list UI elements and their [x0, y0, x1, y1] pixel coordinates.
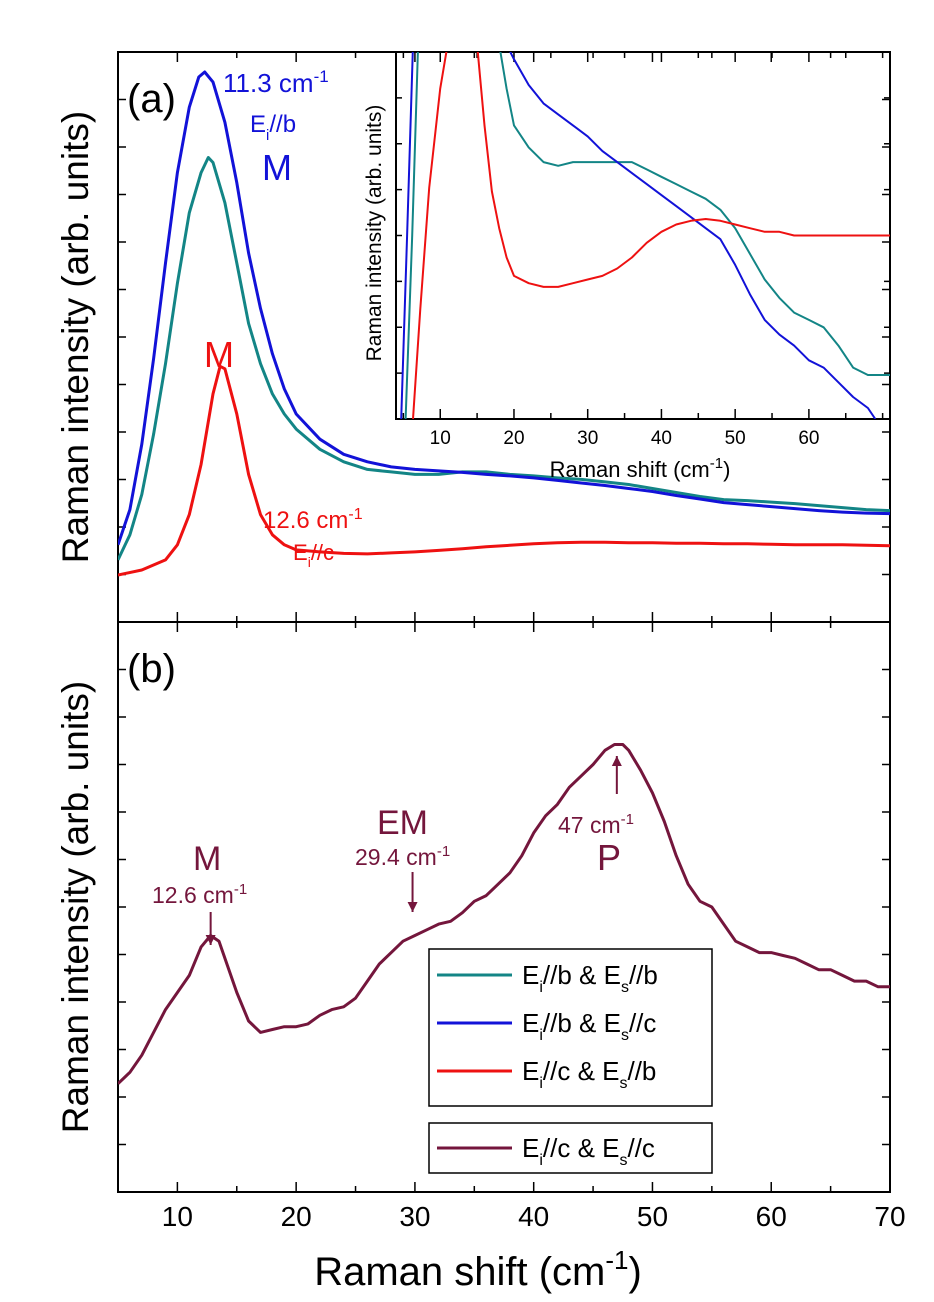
legend-label-blue: Ei//b & Es//c — [522, 1008, 656, 1044]
inset-series-teal — [404, 52, 890, 419]
legend-label-teal: Ei//b & Es//b — [522, 960, 658, 996]
annotation-blue-freq: 11.3 cm-1 — [223, 67, 329, 98]
panel-a-label: (a) — [127, 77, 176, 121]
inset-xtick-label: 50 — [725, 428, 746, 449]
annotation-red-freq: 12.6 cm-1 — [263, 506, 363, 534]
panel-b-xtick-label: 30 — [399, 1201, 430, 1232]
inset-series-red — [412, 52, 890, 419]
inset-ylabel: Raman intensity (arb. units) — [363, 105, 386, 362]
xlabel: Raman shift (cm-1) — [314, 1245, 642, 1294]
arrow-m-head — [205, 935, 216, 945]
annotation-m-freq: 12.6 cm-1 — [152, 881, 247, 908]
annotation-p-freq: 47 cm-1 — [558, 811, 634, 838]
panel-b-xtick-label: 20 — [281, 1201, 312, 1232]
annotation-arrows — [205, 756, 622, 945]
panel-a-series-teal — [118, 156, 890, 561]
annotation-m-mode: M — [193, 840, 221, 878]
inset-xtick-label: 40 — [651, 428, 672, 449]
inset-series — [400, 52, 890, 419]
annotation-red-mode: M — [204, 334, 234, 375]
ylabel-top: Raman intensity (arb. units) — [55, 111, 96, 563]
legend-label-maroon: Ei//c & Es//c — [522, 1133, 655, 1169]
panel-b-label: (b) — [127, 647, 176, 691]
annotation-p-mode: P — [597, 837, 621, 878]
panel-b-xtick-label: 50 — [637, 1201, 668, 1232]
annotation-em-mode: EM — [377, 804, 428, 842]
panel-b-xtick-label: 40 — [518, 1201, 549, 1232]
panel-a-series-red — [118, 364, 890, 577]
annotation-blue-mode: M — [262, 147, 292, 188]
inset-xtick-label: 30 — [577, 428, 598, 449]
panel-a-series-blue — [118, 70, 890, 546]
inset-xlabel: Raman shift (cm-1) — [550, 455, 731, 482]
panel-b-xtick-label: 60 — [756, 1201, 787, 1232]
legend-entries: Ei//b & Es//b Ei//b & Es//c Ei//c & Es//b — [437, 960, 658, 1092]
tick-labels: 10 20 30 40 50 60 70 10 20 30 40 50 60 — [162, 428, 906, 1232]
axis-ticks — [117, 52, 891, 1192]
legend-label-red: Ei//c & Es//b — [522, 1056, 656, 1092]
inset-xtick-label: 20 — [503, 428, 524, 449]
annotation-em-freq: 29.4 cm-1 — [355, 843, 450, 870]
annotation-blue-pol: Ei//b — [250, 111, 296, 144]
ylabel-bottom: Raman intensity (arb. units) — [55, 681, 96, 1133]
panel-b-xtick-label: 10 — [162, 1201, 193, 1232]
panel-b-series — [118, 743, 890, 1085]
panel-b-xtick-label: 70 — [874, 1201, 905, 1232]
panel-a-series — [118, 70, 890, 577]
arrow-em-head — [407, 902, 418, 912]
annotation-red-pol: Ei//c — [293, 540, 334, 570]
arrow-p-head — [611, 756, 622, 766]
inset-xtick-label: 60 — [798, 428, 819, 449]
inset-series-blue — [400, 52, 877, 419]
legend-entry-maroon: Ei//c & Es//c — [437, 1133, 655, 1169]
inset-xtick-label: 10 — [430, 428, 451, 449]
panel-b-series-maroon — [118, 743, 890, 1085]
